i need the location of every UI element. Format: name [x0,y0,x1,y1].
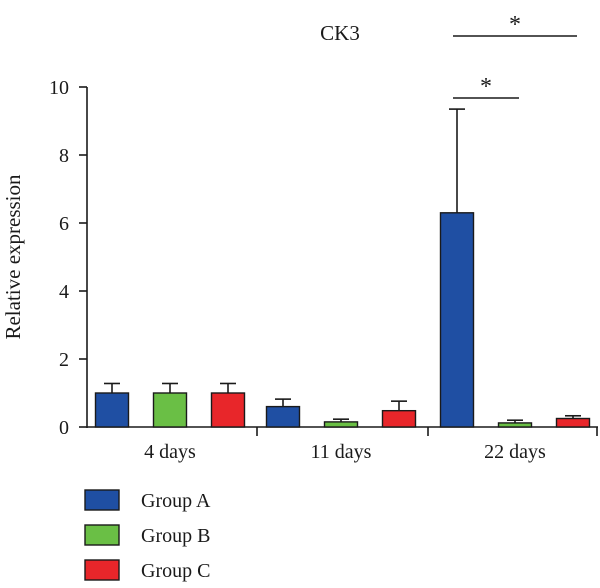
x-tick-label: 11 days [311,441,372,463]
legend-swatch [84,524,120,546]
bar [210,392,246,428]
bar [555,417,591,428]
x-tick-label: 22 days [484,441,546,463]
bar [323,421,359,428]
axes: 0 2 4 6 8 10 4 days 11 days 22 days [49,77,598,463]
legend-label: Group A [141,490,211,512]
bar [152,392,188,428]
y-axis-label: Relative expression [1,174,25,340]
legend-swatch [84,559,120,581]
legend-swatch [84,489,120,511]
legend: Group A Group B Group C [84,489,211,582]
bar [439,212,475,428]
legend-label: Group C [141,560,210,582]
y-tick-label: 10 [49,77,69,99]
significance-star: * [480,74,492,100]
significance-annotations: ** [453,12,577,100]
bar [381,409,417,428]
significance-star: * [509,12,521,38]
bars-group [94,108,591,428]
legend-label: Group B [141,525,210,547]
chart-title: CK3 [320,21,360,45]
bar [94,392,130,428]
bar [265,405,301,428]
y-tick-label: 0 [59,417,69,439]
y-tick-label: 2 [59,349,69,371]
x-tick-label: 4 days [144,441,196,463]
y-tick-label: 8 [59,145,69,167]
bar [497,422,533,428]
y-tick-label: 6 [59,213,69,235]
y-tick-label: 4 [59,281,69,303]
